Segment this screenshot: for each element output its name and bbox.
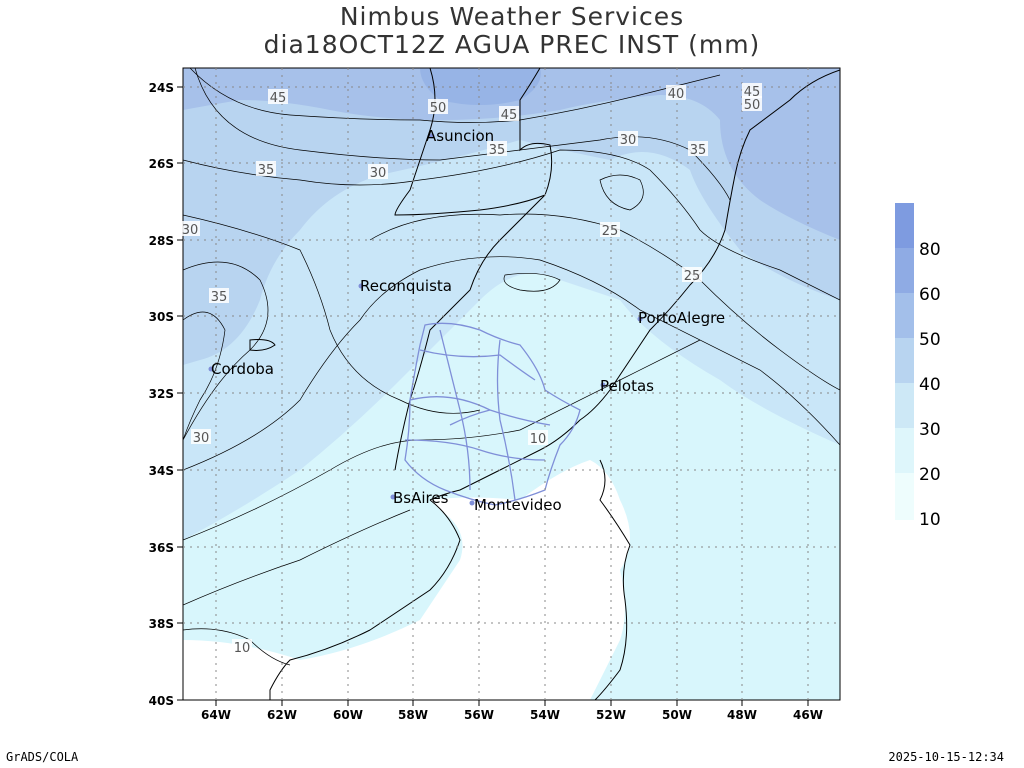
city-marker [429,133,435,139]
legend-labels: 80 60 50 40 30 20 10 [919,240,941,530]
city-label-montevideo: Montevideo [474,496,562,514]
city-marker [390,494,396,500]
legend-swatch-10 [895,473,914,520]
legend-swatch-80 [895,203,914,248]
lon-label: 58W [398,708,428,722]
contour-label: 25 [684,269,701,284]
field-shading [183,68,840,700]
cities: Asuncion Reconquista PortoAlegre Cordoba… [208,127,725,514]
lon-label: 56W [464,708,494,722]
contour-value-labels: 45 50 45 40 45 50 35 30 35 35 30 30 25 2… [180,83,762,656]
contour-label: 25 [602,224,619,239]
footer-credit: GrADS/COLA [6,750,79,764]
contour-label: 40 [668,87,685,102]
legend-label: 20 [919,465,941,485]
legend-swatch-30 [895,383,914,428]
contour-label: 45 [270,91,287,106]
lon-label: 64W [201,708,231,722]
contour-label: 10 [530,432,547,447]
tick-marks [177,86,809,706]
contour-label: 35 [258,163,275,178]
contour-label: 30 [193,431,210,446]
longitude-labels: 64W 62W 60W 58W 56W 54W 52W 50W 48W 46W [201,708,823,722]
map-title: Nimbus Weather Services [339,2,685,31]
shade-30-40 [183,68,840,365]
legend-label: 60 [919,285,941,305]
lat-label: 28S [149,234,174,248]
contour-label: 45 [501,108,518,123]
lat-label: 30S [149,310,174,324]
map-subtitle: dia18OCT12Z AGUA PREC INST (mm) [263,30,761,59]
city-marker [637,316,643,322]
rivers-uruguay [404,322,581,506]
shade-40-50 [183,68,840,240]
city-label-bsaires: BsAires [393,489,449,507]
legend-label: 10 [919,510,941,530]
lat-label: 36S [149,541,174,555]
latitude-labels: 24S 26S 28S 30S 32S 34S 36S 38S 40S [149,81,174,708]
legend-swatch-40 [895,338,914,383]
lat-label: 34S [149,464,174,478]
lat-label: 40S [149,694,174,708]
contour-lines [183,68,840,666]
legend-colorbar [895,203,914,520]
legend-label: 50 [919,330,941,350]
contour-label: 35 [489,143,506,158]
contour-label: 30 [620,133,637,148]
city-label-cordoba: Cordoba [211,360,274,378]
lon-label: 48W [727,708,757,722]
contour-label: 50 [430,101,447,116]
lon-label: 50W [662,708,692,722]
legend-swatch-50 [895,293,914,338]
lon-label: 60W [333,708,363,722]
city-marker [358,283,364,289]
coastline [249,68,840,700]
shade-50-60 [420,68,541,105]
contour-label: 30 [370,166,387,181]
contour-label: 50 [744,98,761,113]
city-label-asuncion: Asuncion [426,127,494,145]
graticule [183,68,840,700]
lon-label: 46W [793,708,823,722]
city-label-reconquista: Reconquista [360,277,452,295]
city-label-pelotas: Pelotas [600,377,654,395]
legend-label: 40 [919,375,941,395]
lat-label: 32S [149,387,174,401]
lat-label: 26S [149,157,174,171]
contour-label: 30 [182,223,199,238]
legend-swatch-20 [895,428,914,473]
legend-label: 80 [919,240,941,260]
land-no-data [183,460,630,700]
legend-label: 30 [919,420,941,440]
lon-label: 62W [267,708,297,722]
contour-label: 10 [234,641,251,656]
lat-label: 38S [149,617,174,631]
lon-label: 52W [596,708,626,722]
legend-swatch-60 [895,248,914,293]
lat-label: 24S [149,81,174,95]
contour-label: 35 [211,290,228,305]
map-frame [182,67,841,701]
footer-timestamp: 2025-10-15-12:34 [888,750,1004,764]
city-marker [600,382,606,388]
city-marker [208,366,214,372]
city-marker [469,500,475,506]
city-label-portoalegre: PortoAlegre [638,309,725,327]
contour-label: 35 [690,143,707,158]
lon-label: 54W [530,708,560,722]
